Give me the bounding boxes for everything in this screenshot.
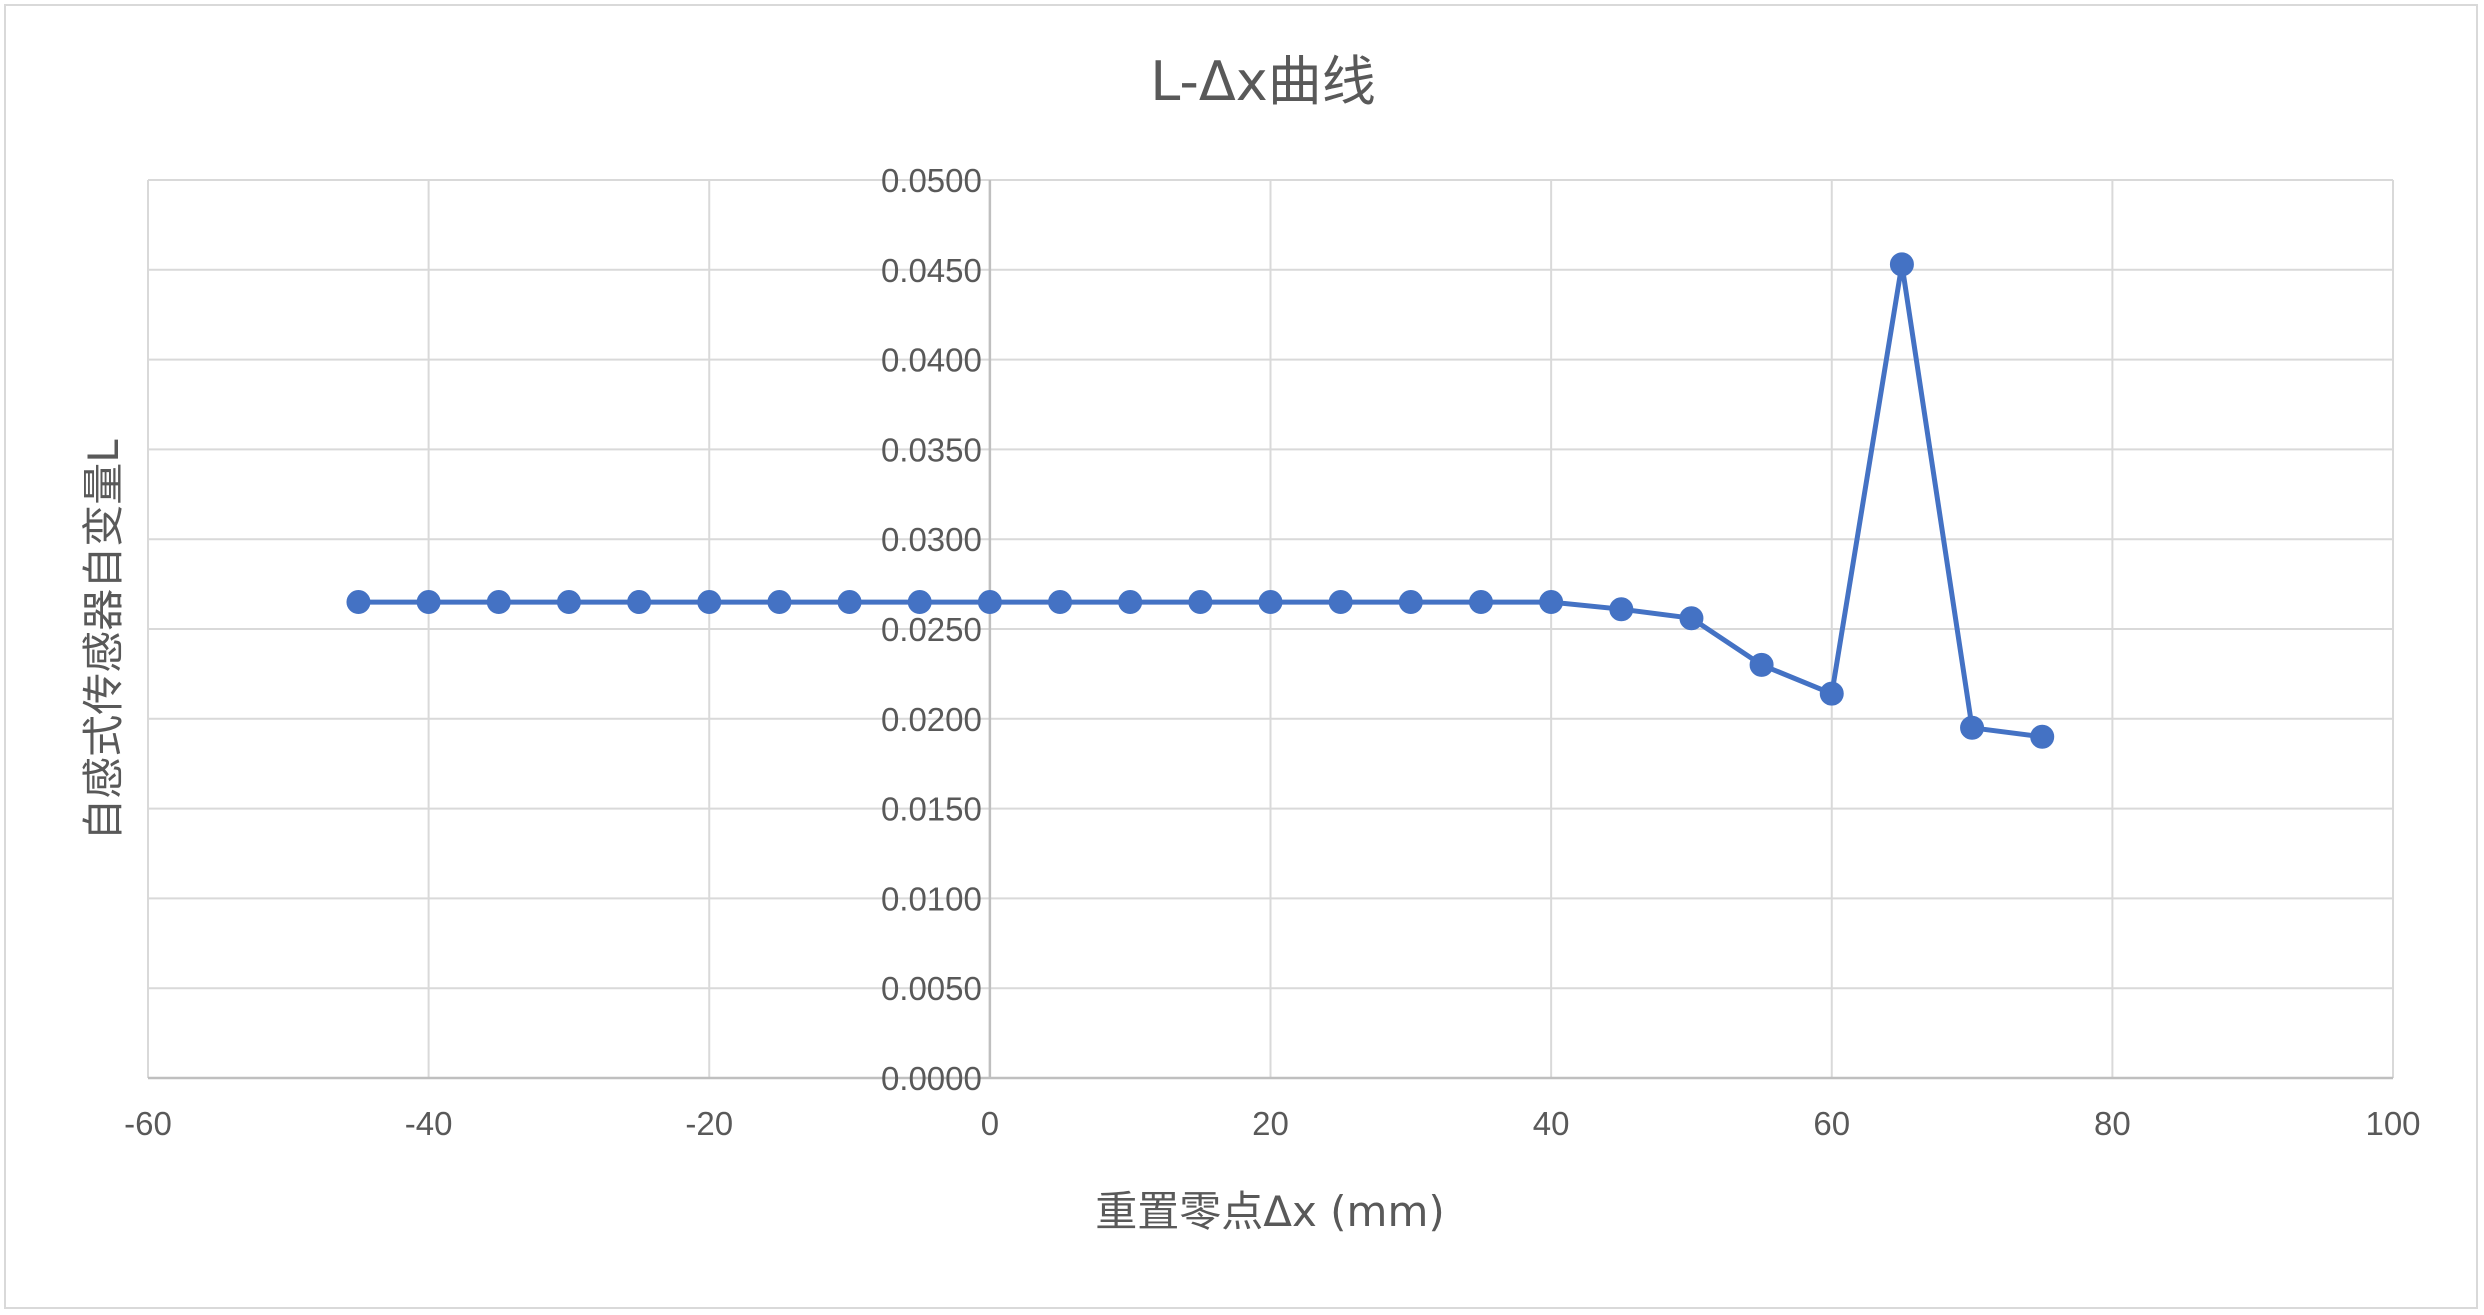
y-tick-label: 0.0500: [881, 162, 982, 199]
x-tick-label: -60: [124, 1105, 172, 1142]
y-tick-label: 0.0000: [881, 1060, 982, 1097]
x-tick-label: 60: [1813, 1105, 1850, 1142]
chart-frame: [4, 4, 2478, 1309]
data-point: [1889, 252, 1914, 277]
data-point: [1328, 590, 1353, 615]
y-tick-label: 0.0350: [881, 431, 982, 468]
x-tick-label: -20: [685, 1105, 733, 1142]
data-point: [1679, 606, 1704, 631]
series-line: [358, 261, 2043, 740]
y-tick-label: 0.0400: [881, 342, 982, 379]
data-point: [1468, 590, 1493, 615]
data-point: [1819, 681, 1844, 706]
data-point: [1609, 597, 1634, 622]
data-point: [2030, 724, 2055, 749]
grid-lines: [147, 179, 2394, 1079]
y-tick-label: 0.0200: [881, 701, 982, 738]
series-layer: [346, 252, 2055, 749]
y-axis-title: 自感式传感器自变量L: [79, 439, 128, 841]
x-axis-title: 重置零点Δx (mm): [1095, 1187, 1445, 1236]
axes: [148, 180, 2393, 1080]
data-point: [486, 590, 511, 615]
data-point: [1118, 590, 1143, 615]
data-point: [1960, 715, 1985, 740]
data-point: [907, 590, 932, 615]
x-tick-label: 0: [981, 1105, 999, 1142]
data-point: [346, 590, 371, 615]
y-tick-label: 0.0050: [881, 970, 982, 1007]
data-point: [1539, 590, 1564, 615]
chart-title: L-Δx曲线: [1150, 50, 1376, 113]
data-point: [1398, 590, 1423, 615]
data-point: [767, 590, 792, 615]
y-tick-label: 0.0100: [881, 880, 982, 917]
tick-labels: 0.0000 0.0050 0.0100 0.0150 0.0200 0.0250 0.03…: [124, 162, 2420, 1142]
y-tick-label: 0.0450: [881, 252, 982, 289]
y-tick-label: 0.0250: [881, 611, 982, 648]
data-point: [1749, 652, 1774, 677]
y-tick-label: 0.0150: [881, 791, 982, 828]
x-tick-label: -40: [405, 1105, 453, 1142]
data-point: [416, 590, 441, 615]
data-point: [697, 590, 722, 615]
data-point: [837, 590, 862, 615]
data-point: [1258, 590, 1283, 615]
x-tick-label: 80: [2094, 1105, 2131, 1142]
data-point: [977, 590, 1002, 615]
data-point: [627, 590, 652, 615]
data-point: [1048, 590, 1073, 615]
y-tick-label: 0.0300: [881, 521, 982, 558]
x-tick-label: 40: [1533, 1105, 1570, 1142]
x-tick-label: 20: [1252, 1105, 1289, 1142]
data-point: [1188, 590, 1213, 615]
x-tick-label: 100: [2365, 1105, 2420, 1142]
data-point: [556, 590, 581, 615]
